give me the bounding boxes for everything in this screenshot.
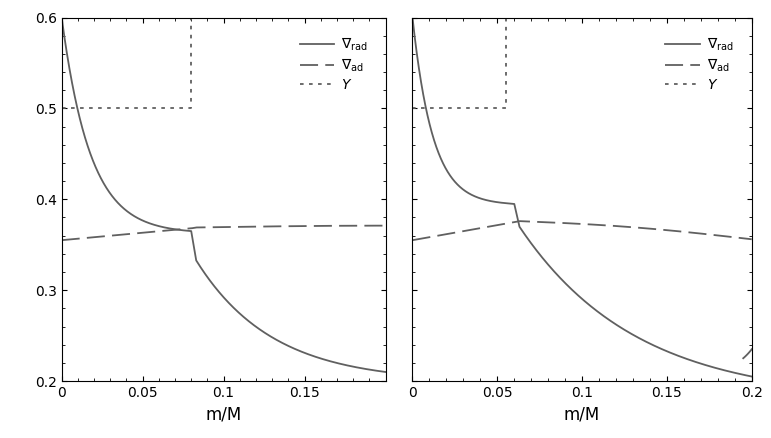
X-axis label: m/M: m/M [564,406,601,424]
Legend: $\nabla_{\mathregular{rad}}$, $\nabla_{\mathregular{ad}}$, $Y$: $\nabla_{\mathregular{rad}}$, $\nabla_{\… [662,32,738,96]
Legend: $\nabla_{\mathregular{rad}}$, $\nabla_{\mathregular{ad}}$, $Y$: $\nabla_{\mathregular{rad}}$, $\nabla_{\… [295,32,372,96]
X-axis label: m/M: m/M [205,406,242,424]
